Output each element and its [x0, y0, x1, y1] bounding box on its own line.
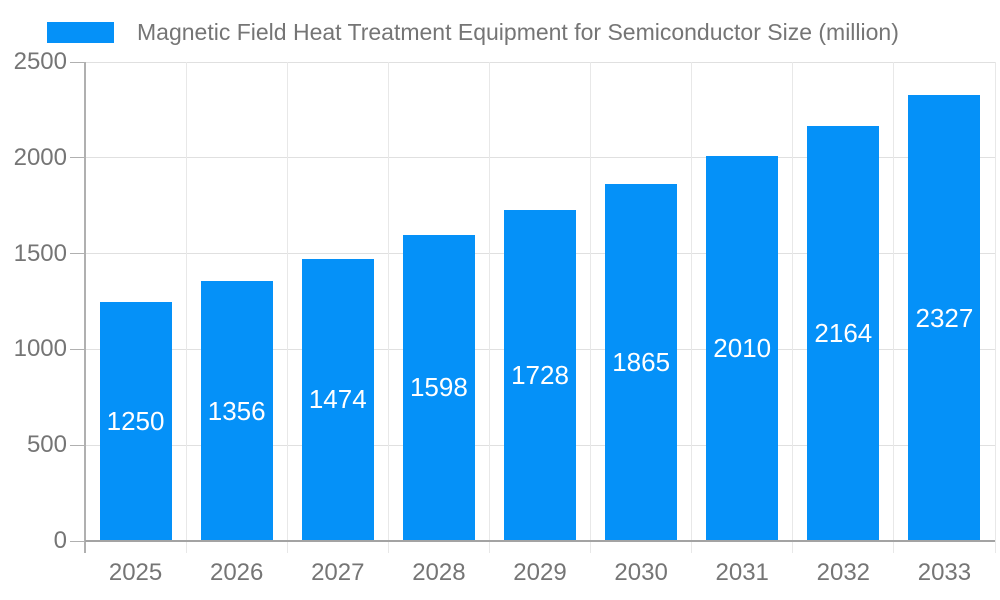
y-tick-label: 500 — [26, 431, 67, 459]
y-tick-label: 2000 — [13, 143, 67, 171]
y-axis-tick — [70, 540, 85, 542]
bar[interactable]: 2164 — [807, 126, 880, 541]
y-tick-label: 1000 — [13, 335, 67, 363]
bar-value-label: 1356 — [207, 395, 266, 426]
gridline-vertical — [286, 62, 288, 553]
x-tick-label: 2032 — [816, 559, 871, 586]
bar-value-label: 1728 — [511, 359, 569, 390]
legend[interactable]: Magnetic Field Heat Treatment Equipment … — [47, 18, 899, 45]
bar[interactable]: 1865 — [605, 183, 678, 541]
y-axis-tick — [70, 253, 85, 255]
x-tick-label: 2027 — [311, 559, 365, 586]
y-axis-tick — [70, 444, 85, 446]
gridline-vertical — [488, 62, 490, 553]
gridline-vertical — [691, 62, 693, 553]
bar[interactable]: 1356 — [200, 281, 273, 541]
y-tick-label: 2500 — [13, 48, 67, 75]
x-tick-label: 2031 — [715, 559, 769, 586]
x-tick-label: 2028 — [412, 559, 466, 586]
gridline-vertical — [590, 62, 592, 553]
legend-series-label: Magnetic Field Heat Treatment Equipment … — [137, 18, 899, 45]
gridline-vertical — [893, 62, 895, 553]
x-tick-label: 2025 — [108, 559, 163, 586]
gridline-vertical — [387, 62, 389, 553]
bar[interactable]: 1598 — [402, 234, 475, 541]
y-tick-label: 0 — [53, 527, 67, 554]
y-tick-label: 1500 — [13, 239, 67, 267]
bar-value-label: 2327 — [915, 302, 974, 333]
bar[interactable]: 1474 — [301, 258, 374, 541]
x-tick-label: 2029 — [513, 559, 567, 586]
x-tick-label: 2030 — [614, 559, 668, 586]
bar[interactable]: 2327 — [908, 95, 981, 541]
x-tick-label: 2033 — [917, 559, 972, 586]
bar-value-label: 1598 — [409, 372, 468, 403]
gridline-vertical — [792, 62, 794, 553]
y-axis-line — [84, 62, 86, 553]
x-axis-line — [85, 540, 995, 542]
gridline-horizontal — [85, 61, 995, 63]
bar-value-label: 2010 — [713, 332, 772, 363]
y-axis-tick — [70, 61, 85, 63]
bar-value-label: 2164 — [814, 318, 873, 349]
gridline-vertical — [185, 62, 187, 553]
y-axis-tick — [70, 157, 85, 159]
y-axis-tick — [70, 348, 85, 350]
bar-value-label: 1865 — [612, 346, 671, 377]
bar[interactable]: 1728 — [504, 209, 576, 541]
x-tick-label: 2026 — [209, 559, 264, 586]
bar[interactable]: 2010 — [706, 155, 779, 541]
bar-value-label: 1474 — [308, 384, 367, 415]
bar[interactable]: 1250 — [99, 301, 172, 541]
bar-value-label: 1250 — [106, 405, 165, 436]
gridline-vertical — [994, 62, 996, 553]
gridline-horizontal — [85, 157, 995, 159]
legend-swatch-icon — [47, 21, 114, 43]
